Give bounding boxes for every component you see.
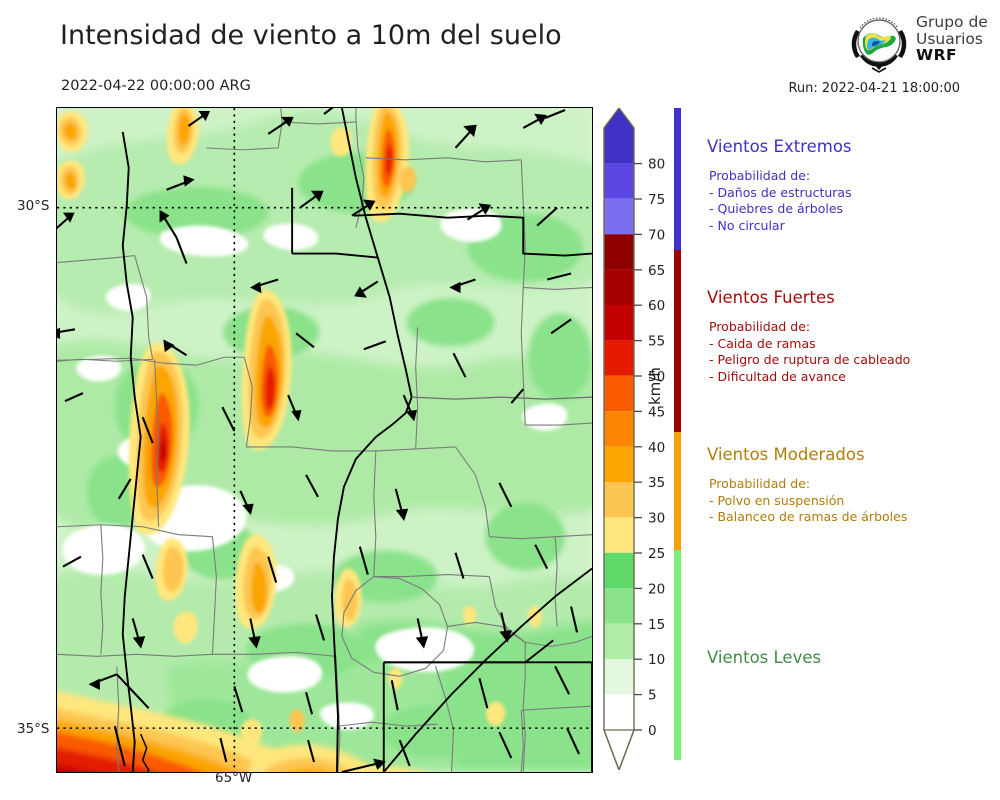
legend-extremos-title: Vientos Extremos [707,137,852,156]
category-bar-leves [674,550,681,760]
category-bar-extremos [674,108,681,250]
page-title: Intensidad de viento a 10m del suelo [60,20,562,51]
svg-text:75: 75 [648,192,665,208]
category-bar-fuertes [674,250,681,432]
wind-speed-map[interactable] [56,107,593,773]
globe-logo-icon [851,17,907,73]
svg-text:10: 10 [648,652,665,668]
svg-text:5: 5 [648,688,657,704]
svg-text:60: 60 [648,298,665,314]
colorbar-tick-labels: 0 5 10 15 20 25 30 35 40 45 50 55 60 65 … [648,157,665,739]
legend-extremos-item-2: - No circular [709,217,785,233]
lon-tick-65w: 65°W [215,770,253,786]
run-time-label: Run: 2022-04-21 18:00:00 [788,81,960,96]
legend-fuertes-item-1: - Peligro de ruptura de cableado [709,352,911,367]
legend-moderados-body: Probabilidad de: - Polvo en suspensión -… [707,476,907,526]
svg-text:65: 65 [648,263,665,279]
category-bar-moderados [674,432,681,550]
legend-fuertes-body: Probabilidad de: - Caida de ramas - Peli… [707,319,910,385]
svg-text:40: 40 [648,440,665,456]
map-contour-field [57,108,592,772]
svg-text:45: 45 [648,404,665,420]
legend-fuertes: Vientos Fuertes Probabilidad de: - Caida… [707,288,910,385]
svg-text:80: 80 [648,157,665,173]
legend-extremos-item-0: - Daños de estructuras [709,184,852,200]
legend-leves-title: Vientos Leves [707,648,822,667]
legend-leves: Vientos Leves [707,648,821,679]
legend-extremos-subtitle: Probabilidad de: [709,168,811,183]
svg-text:15: 15 [648,617,665,633]
logo-text: Grupo de Usuarios WRF [916,14,988,64]
svg-text:30: 30 [648,511,665,527]
legend-moderados-title: Vientos Moderados [707,445,865,464]
svg-text:55: 55 [648,334,665,350]
colorbar-swatches [603,108,635,770]
svg-text:20: 20 [648,581,665,597]
legend-extremos-item-1: - Quiebres de árboles [709,201,844,216]
svg-text:0: 0 [648,723,657,739]
legend-moderados-item-1: - Balanceo de ramas de árboles [709,509,908,524]
svg-text:50: 50 [648,369,665,385]
colorbar: 0 5 10 15 20 25 30 35 40 45 50 55 60 65 … [599,108,679,770]
svg-text:35: 35 [648,475,665,491]
legend-fuertes-title: Vientos Fuertes [707,288,835,307]
colorbar-svg: 0 5 10 15 20 25 30 35 40 45 50 55 60 65 … [603,108,665,770]
legend-fuertes-subtitle: Probabilidad de: [709,319,811,334]
legend-fuertes-item-2: - Dificultad de avance [709,368,846,384]
svg-text:70: 70 [648,227,665,243]
svg-text:25: 25 [648,546,665,562]
legend-extremos-body: Probabilidad de: - Daños de estructuras … [707,168,852,234]
colorbar-unit-label: km/h [646,367,664,405]
logo-line-1: Grupo de [916,13,988,31]
legend-moderados: Vientos Moderados Probabilidad de: - Pol… [707,445,907,526]
valid-time-label: 2022-04-22 00:00:00 ARG [61,78,251,94]
logo-line-2: Usuarios [916,29,983,48]
legend-extremos: Vientos Extremos Probabilidad de: - Daño… [707,137,852,234]
legend-moderados-subtitle: Probabilidad de: [709,476,811,491]
legend-fuertes-item-0: - Caida de ramas [709,335,816,351]
wind-vector-layer [57,108,580,772]
brand-logo: Grupo de Usuarios WRF [848,12,998,74]
lat-tick-30s: 30°S [17,198,50,214]
legend-moderados-item-0: - Polvo en suspensión [709,492,845,508]
lat-tick-35s: 35°S [17,721,50,737]
logo-line-3: WRF [916,46,958,65]
